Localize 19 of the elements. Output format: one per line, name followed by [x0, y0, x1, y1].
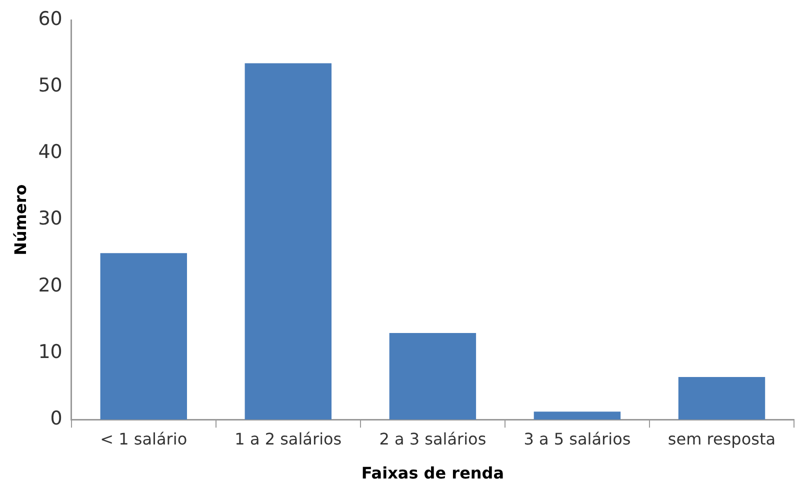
- bar: [244, 63, 332, 420]
- x-tick-label: sem resposta: [668, 429, 776, 448]
- y-tick-label: 40: [38, 141, 62, 164]
- bar: [389, 333, 476, 420]
- x-tick-label: < 1 salário: [100, 429, 188, 448]
- y-axis-title: Número: [10, 184, 30, 256]
- bar: [534, 412, 621, 420]
- y-tick-label: 30: [38, 208, 62, 230]
- y-tick-label: 60: [38, 8, 62, 30]
- y-tick-label: 10: [38, 340, 62, 363]
- x-axis-title: Faixas de renda: [361, 464, 504, 483]
- y-tick-label: 50: [38, 74, 62, 97]
- x-tick-label: 3 a 5 salários: [524, 429, 631, 448]
- bar: [678, 376, 766, 420]
- bar: [100, 253, 187, 420]
- x-tick-label: 2 a 3 salários: [379, 429, 486, 448]
- y-tick-label: 20: [38, 274, 62, 296]
- x-tick-label: 1 a 2 salários: [234, 429, 342, 448]
- y-tick-label: 0: [50, 408, 62, 430]
